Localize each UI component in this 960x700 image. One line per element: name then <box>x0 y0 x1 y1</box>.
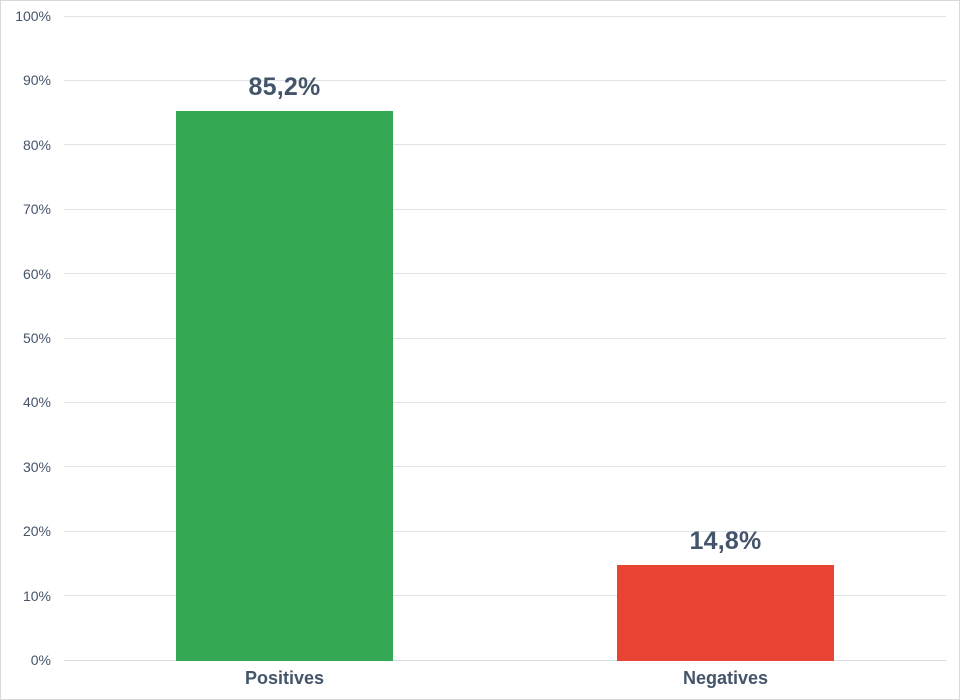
y-axis-tick-label: 20% <box>22 523 51 540</box>
y-axis-tick-label: 60% <box>22 265 51 282</box>
category-label-negatives: Negatives <box>682 668 769 688</box>
gridline <box>64 595 946 597</box>
gridline <box>64 466 946 468</box>
gridline <box>64 530 946 532</box>
y-axis-tick-label: 40% <box>22 394 51 411</box>
y-axis-tick-label: 100% <box>15 8 51 24</box>
gridline <box>64 273 946 275</box>
gridline <box>64 79 946 81</box>
x-axis-line <box>64 659 946 661</box>
y-axis-tick-label: 70% <box>22 201 51 218</box>
data-label-positives: 85,2% <box>248 73 321 102</box>
data-label-negatives: 14,8% <box>689 526 762 555</box>
bar-positives <box>176 111 393 661</box>
y-axis-tick-label: 30% <box>22 458 51 475</box>
bar-negatives <box>617 564 834 661</box>
gridline <box>64 15 946 17</box>
gridline <box>64 337 946 339</box>
y-axis-tick-label: 10% <box>22 587 51 604</box>
gridline <box>64 144 946 146</box>
gridline <box>64 208 946 210</box>
y-axis-tick-label: 50% <box>22 330 51 346</box>
y-axis-tick-label: 80% <box>22 136 51 153</box>
category-label-positives: Positives <box>244 668 325 688</box>
y-axis-tick-label: 0% <box>30 652 51 668</box>
gridline <box>64 401 946 403</box>
y-axis-tick-label: 90% <box>22 72 51 89</box>
